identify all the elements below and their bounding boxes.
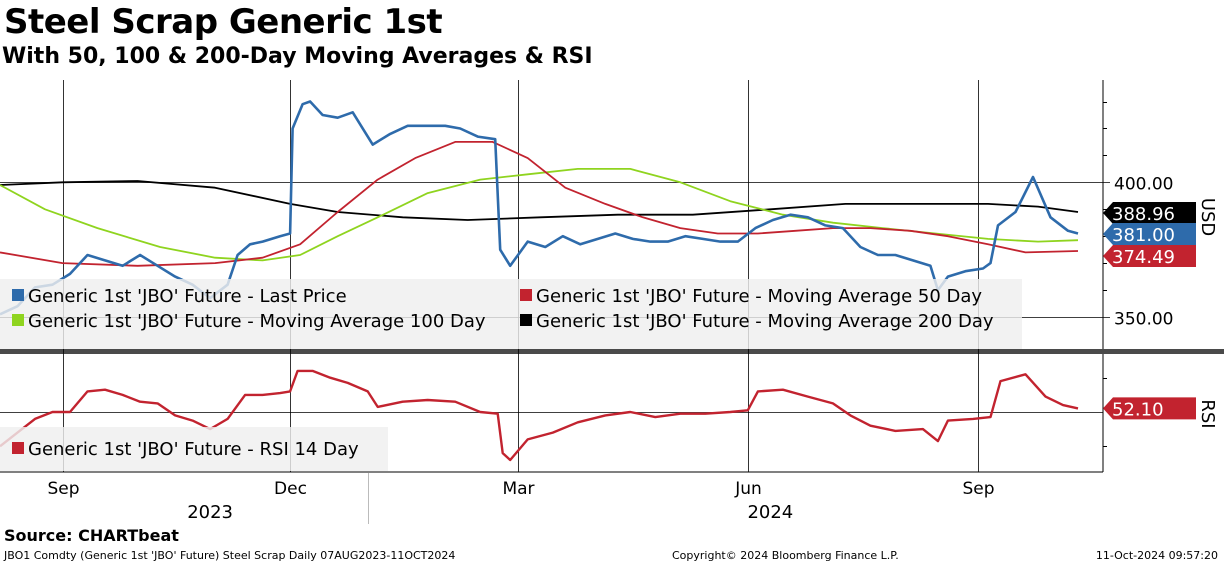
ma200-value-tag-shape xyxy=(1103,202,1196,224)
year-label: 2024 xyxy=(747,502,793,523)
ma200-value-tag: 388.96 xyxy=(1103,202,1196,225)
footer-ticker: JBO1 Comdty (Generic 1st 'JBO' Future) S… xyxy=(4,549,456,562)
legend-ma100: Generic 1st 'JBO' Future - Moving Averag… xyxy=(28,311,486,332)
chart-title: Steel Scrap Generic 1st xyxy=(4,2,443,42)
legend-ma200-swatch xyxy=(520,314,532,326)
last-price-value-tag-shape xyxy=(1103,223,1196,245)
legend-last-price: Generic 1st 'JBO' Future - Last Price xyxy=(28,286,347,307)
price-axis-label: USD xyxy=(1197,198,1218,236)
legend-last-price-swatch xyxy=(12,289,24,301)
rsi-axis-label: RSI xyxy=(1197,399,1218,428)
legend-ma100-swatch xyxy=(12,314,24,326)
year-label: 2023 xyxy=(187,502,233,523)
rsi-value-tag: 52.10 xyxy=(1103,397,1196,420)
y-tick-label: 400.00 xyxy=(1114,175,1173,195)
ma50-value-tag-shape xyxy=(1103,245,1196,267)
panel-separator xyxy=(0,349,1224,354)
x-tick-label: Jun xyxy=(734,479,762,499)
legend-rsi: Generic 1st 'JBO' Future - RSI 14 Day xyxy=(28,439,359,460)
ma200-line xyxy=(0,180,1079,221)
ma200-value-tag-text: 388.96 xyxy=(1112,204,1175,225)
ma50-value-tag-text: 374.49 xyxy=(1112,247,1175,268)
chart-subtitle: With 50, 100 & 200-Day Moving Averages &… xyxy=(2,44,593,69)
legend-rsi-swatch xyxy=(12,442,24,454)
rsi-legend-box xyxy=(0,427,388,471)
ma50-value-tag: 374.49 xyxy=(1103,245,1196,268)
x-tick-label: Sep xyxy=(47,479,79,499)
legend-ma200: Generic 1st 'JBO' Future - Moving Averag… xyxy=(536,311,994,332)
rsi-line xyxy=(0,369,1079,462)
last-price-value-tag-text: 381.00 xyxy=(1112,225,1175,246)
x-tick-label: Mar xyxy=(502,479,534,499)
footer-copyright: Copyright© 2024 Bloomberg Finance L.P. xyxy=(672,549,899,562)
y-tick-label: 350.00 xyxy=(1114,310,1173,330)
legend-ma50-swatch xyxy=(520,289,532,301)
x-tick-label: Dec xyxy=(274,479,307,499)
rsi-value-tag-shape xyxy=(1103,397,1196,420)
price-legend-box xyxy=(0,279,1022,349)
ma50-line xyxy=(0,140,1079,267)
last-price-value-tag: 381.00 xyxy=(1103,223,1196,246)
footer-timestamp: 11-Oct-2024 09:57:20 xyxy=(1095,549,1218,562)
legend-ma50: Generic 1st 'JBO' Future - Moving Averag… xyxy=(536,286,982,307)
x-tick-label: Sep xyxy=(962,479,994,499)
source-label: Source: CHARTbeat xyxy=(4,526,179,545)
rsi-value-tag-text: 52.10 xyxy=(1112,399,1164,420)
